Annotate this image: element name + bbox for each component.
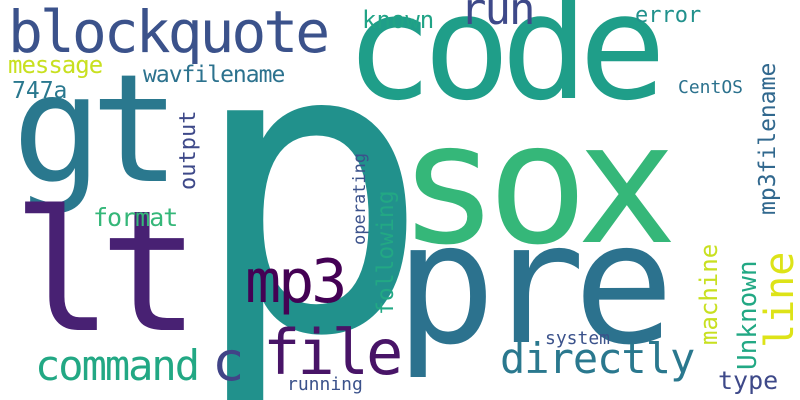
word-file: file (263, 316, 403, 389)
word-blockquote: blockquote (8, 0, 330, 66)
word-output: output (176, 110, 201, 190)
word-mp3: mp3 (245, 247, 347, 317)
word-running: running (287, 374, 363, 395)
word-run: run (460, 0, 535, 35)
word-sox: sox (398, 86, 677, 282)
word-mp3filename: mp3filename (755, 62, 781, 215)
word-line: line (757, 251, 800, 348)
word-wavfilename: wavfilename (143, 62, 285, 88)
word-error: error (635, 3, 702, 28)
word-p: p (190, 0, 431, 400)
word-lt: lt (12, 174, 200, 370)
word-code: code (345, 0, 667, 133)
word-directly: directly (500, 334, 695, 383)
word-command: command (35, 341, 200, 390)
word-known: known (362, 6, 435, 34)
word-pre: pre (395, 186, 674, 382)
word-type: type (718, 366, 779, 395)
word-gt: gt (12, 43, 181, 217)
word-centos: CentOS (678, 77, 744, 98)
word-747a: 747a (12, 78, 68, 104)
word-message: message (8, 51, 103, 79)
word-format: format (93, 203, 178, 232)
word-following: following (373, 190, 399, 315)
word-system: system (545, 328, 611, 349)
word-machine: machine (695, 243, 723, 345)
word-c: c (212, 330, 245, 393)
word-operating: operating (350, 152, 370, 245)
